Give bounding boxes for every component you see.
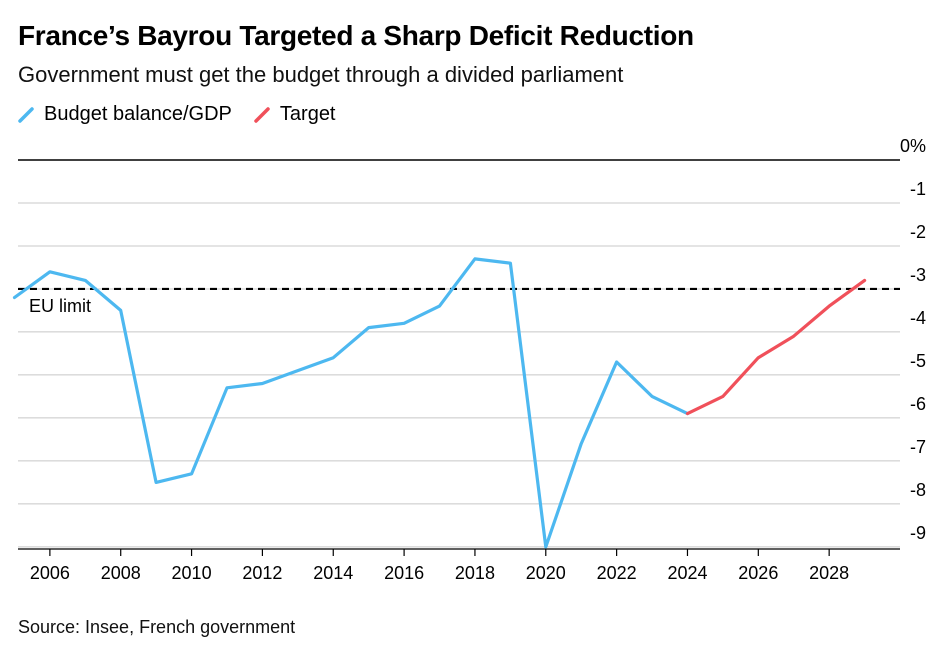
x-axis: 2006 2008 2010 2012 2014 2016 2018 2020 2022 2024…: [18, 548, 900, 583]
gridlines: [18, 159, 900, 548]
legend-item-target: Target: [254, 103, 336, 126]
y-tick-label: -2: [910, 222, 926, 242]
y-tick-label: -9: [910, 523, 926, 543]
y-tick-label: -5: [910, 351, 926, 371]
y-tick-label: -8: [910, 480, 926, 500]
x-tick-label: 2016: [384, 563, 424, 583]
x-tick-label: 2022: [597, 563, 637, 583]
x-tick-label: 2010: [172, 563, 212, 583]
source-note: Source: Insee, French government: [18, 617, 296, 637]
legend-label-budget-balance: Budget balance/GDP: [44, 103, 232, 125]
legend-label-target: Target: [279, 103, 336, 125]
x-tick-label: 2028: [809, 563, 849, 583]
y-axis: 0% -1 -2 -3 -4 -5 -6 -7 -8 -9: [900, 136, 926, 543]
x-tick-label: 2006: [30, 563, 70, 583]
y-tick-label: -4: [910, 308, 926, 328]
eu-limit-label: EU limit: [29, 296, 91, 316]
legend-swatch-budget-balance: [18, 106, 34, 123]
chart-title: France’s Bayrou Targeted a Sharp Deficit…: [18, 20, 694, 51]
x-tick-label: 2026: [738, 563, 778, 583]
legend: Budget balance/GDP Target: [18, 103, 358, 126]
y-tick-label: 0%: [900, 136, 926, 156]
x-tick-label: 2012: [242, 563, 282, 583]
y-tick-label: -1: [910, 179, 926, 199]
x-tick-label: 2020: [526, 563, 566, 583]
x-tick-label: 2024: [667, 563, 707, 583]
chart-subtitle: Government must get the budget through a…: [18, 62, 624, 87]
legend-swatch-target: [254, 106, 270, 123]
series-lines: [12, 257, 867, 549]
legend-item-budget-balance: Budget balance/GDP: [18, 103, 232, 126]
y-tick-label: -7: [910, 437, 926, 457]
x-tick-label: 2018: [455, 563, 495, 583]
target-line: [685, 278, 867, 416]
x-tick-label: 2008: [101, 563, 141, 583]
eu-limit-annotation: EU limit: [18, 287, 900, 316]
budget-balance-line: [12, 257, 690, 549]
y-tick-label: -6: [910, 394, 926, 414]
y-tick-label: -3: [910, 265, 926, 285]
x-tick-label: 2014: [313, 563, 353, 583]
